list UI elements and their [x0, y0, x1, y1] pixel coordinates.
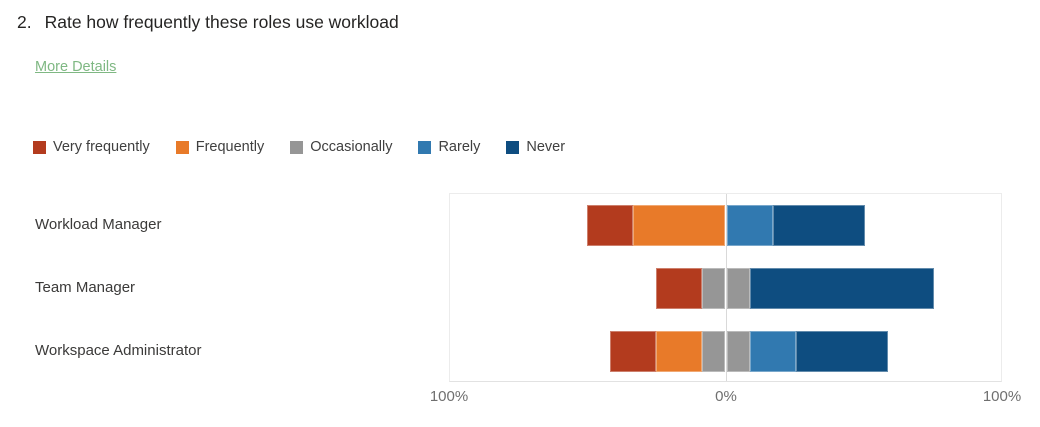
question-title: 2. Rate how frequently these roles use w… — [17, 12, 399, 33]
bar-segment-workspace-administrator-occasionally[interactable] — [727, 331, 751, 372]
legend-swatch-very-frequently — [33, 140, 46, 154]
bar-segment-workload-manager-rarely[interactable] — [727, 205, 774, 246]
category-label-team-manager: Team Manager — [35, 279, 136, 296]
legend-item-rarely: Rarely — [418, 139, 480, 155]
legend-item-occasionally: Occasionally — [290, 139, 392, 155]
bar-segment-workspace-administrator-rarely[interactable] — [750, 331, 797, 372]
bar-row-team-manager — [450, 268, 1001, 309]
legend-swatch-frequently — [175, 140, 189, 154]
bar-segment-workspace-administrator-occasionally[interactable] — [701, 331, 725, 372]
zero-axis-gridline — [726, 194, 727, 381]
legend-label: Never — [526, 139, 566, 155]
question-title-text: Rate how frequently these roles use work… — [44, 12, 399, 32]
legend-swatch-rarely — [418, 140, 432, 154]
legend-label: Rarely — [438, 139, 481, 155]
bar-segment-team-manager-never[interactable] — [750, 268, 935, 309]
bar-row-workload-manager — [450, 205, 1001, 246]
bar-segment-workspace-administrator-never[interactable] — [796, 331, 889, 372]
chart-legend: Very frequently Frequently Occasionally Rar… — [33, 139, 565, 155]
legend-item-never: Never — [506, 139, 565, 155]
legend-swatch-never — [506, 140, 520, 154]
legend-item-very-frequently: Very frequently — [33, 139, 150, 155]
bar-row-workspace-administrator — [450, 331, 1001, 372]
bar-segment-team-manager-occasionally[interactable] — [701, 268, 725, 309]
plot-area — [449, 193, 1002, 382]
category-label-workload-manager: Workload Manager — [35, 216, 162, 233]
bar-segment-team-manager-occasionally[interactable] — [727, 268, 751, 309]
bar-segment-workspace-administrator-frequently[interactable] — [655, 331, 702, 372]
bar-segment-workload-manager-very-frequently[interactable] — [587, 205, 634, 246]
question-number: 2. — [17, 12, 32, 32]
axis-tick-right-100: 100% — [982, 388, 1022, 405]
axis-tick-left-100: 100% — [429, 388, 469, 405]
more-details-link[interactable]: More Details — [35, 59, 117, 75]
bar-segment-workload-manager-never[interactable] — [773, 205, 865, 246]
legend-swatch-occasionally — [290, 140, 304, 154]
legend-label: Very frequently — [53, 139, 150, 155]
bar-segment-team-manager-very-frequently[interactable] — [655, 268, 702, 309]
axis-tick-zero: 0% — [715, 388, 737, 405]
legend-label: Frequently — [195, 139, 265, 155]
legend-item-frequently: Frequently — [175, 139, 265, 155]
bar-segment-workspace-administrator-very-frequently[interactable] — [609, 331, 656, 372]
legend-label: Occasionally — [310, 139, 393, 155]
bar-segment-workload-manager-frequently[interactable] — [633, 205, 725, 246]
category-label-workspace-administrator: Workspace Administrator — [35, 342, 202, 359]
